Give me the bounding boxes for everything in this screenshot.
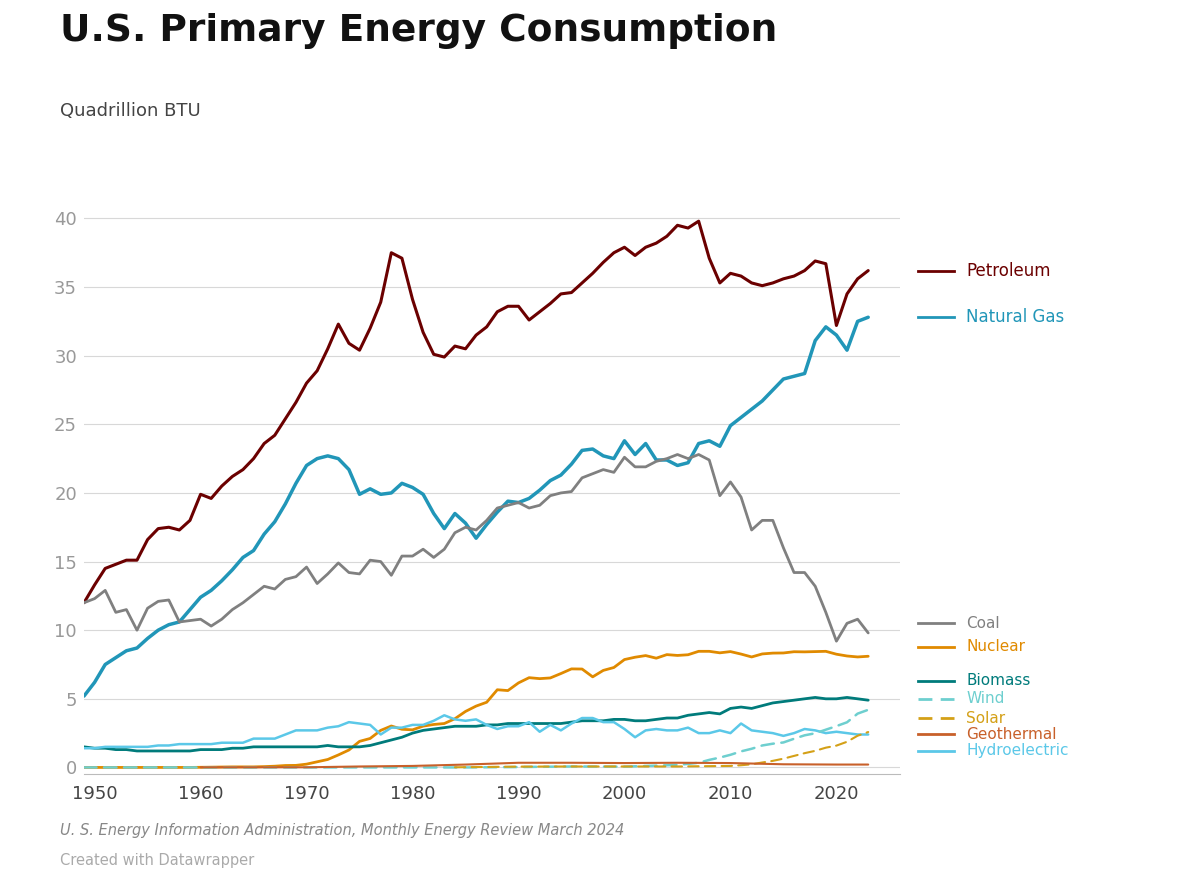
Text: Geothermal: Geothermal — [966, 727, 1056, 742]
Text: U.S. Primary Energy Consumption: U.S. Primary Energy Consumption — [60, 13, 778, 49]
Text: Quadrillion BTU: Quadrillion BTU — [60, 102, 200, 120]
Text: Wind: Wind — [966, 692, 1004, 707]
Text: Biomass: Biomass — [966, 674, 1031, 689]
Text: Natural Gas: Natural Gas — [966, 308, 1064, 327]
Text: Solar: Solar — [966, 710, 1006, 725]
Text: Petroleum: Petroleum — [966, 262, 1050, 279]
Text: Coal: Coal — [966, 616, 1000, 631]
Text: Hydroelectric: Hydroelectric — [966, 743, 1068, 758]
Text: Created with Datawrapper: Created with Datawrapper — [60, 853, 254, 868]
Text: U. S. Energy Information Administration, Monthly Energy Review March 2024: U. S. Energy Information Administration,… — [60, 823, 624, 838]
Text: Nuclear: Nuclear — [966, 639, 1025, 654]
